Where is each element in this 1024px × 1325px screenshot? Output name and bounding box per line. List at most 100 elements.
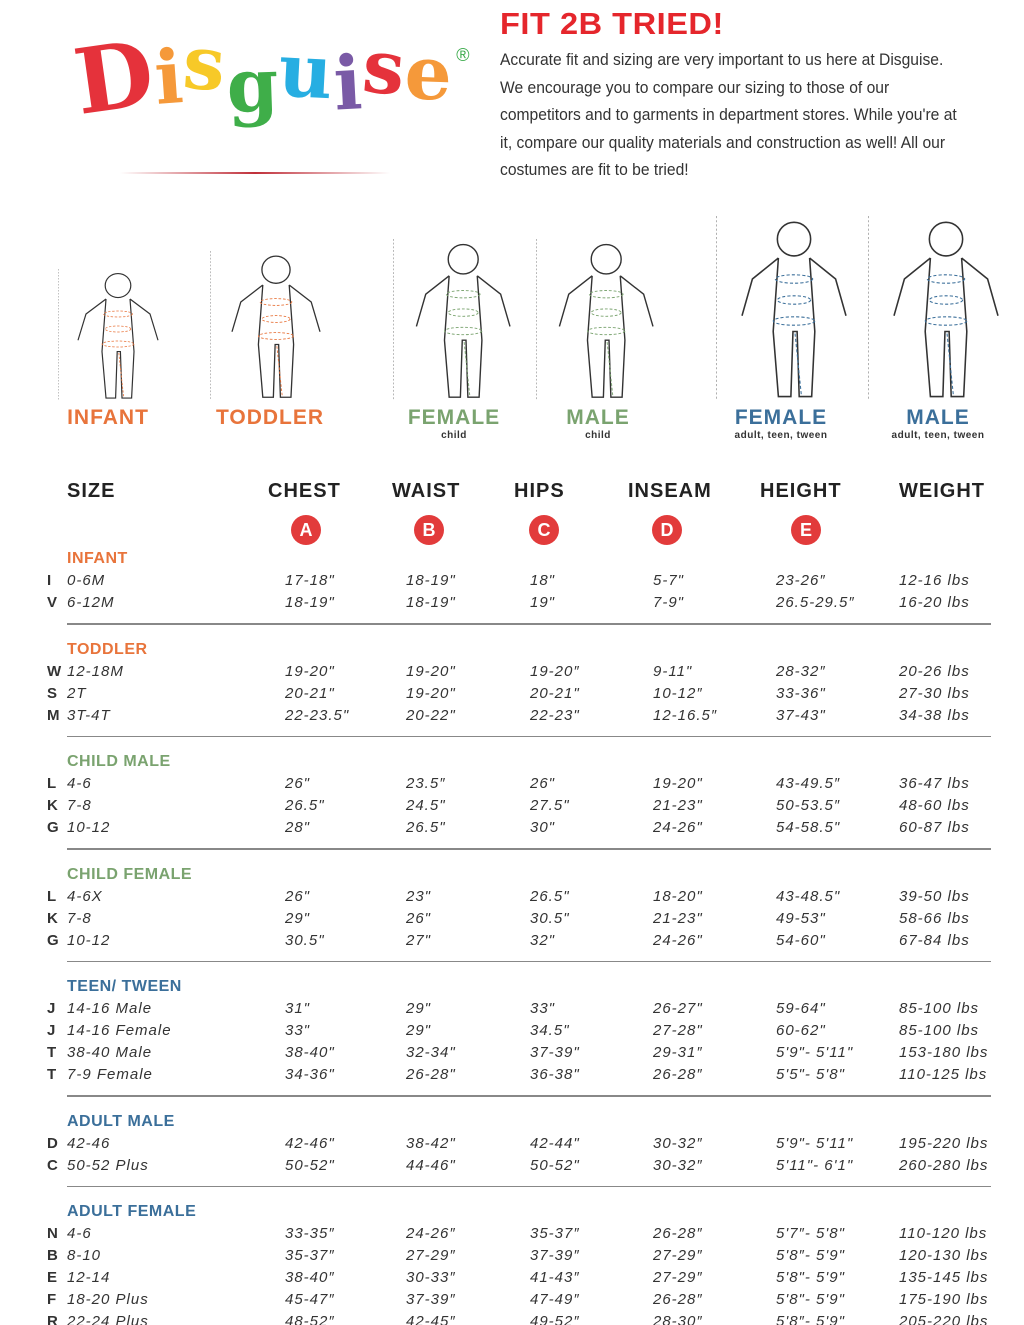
height-value: 50-53.5″ [776, 797, 841, 814]
size-code: D [47, 1134, 59, 1152]
table-row: G 10-12 30.5" 27" 32" 24-26" 54-60" 67-84 lbs [0, 930, 1024, 952]
section-heading: TEEN/ TWEEN [67, 978, 182, 995]
section-divider [67, 623, 991, 625]
chest-value: 42-46" [285, 1134, 335, 1152]
chest-value: 19-20" [285, 662, 335, 680]
inseam-value: 26-28″ [653, 1066, 703, 1083]
chest-value: 48-52″ [285, 1313, 335, 1325]
hips-value: 50-52" [530, 1156, 580, 1174]
inseam-value: 21-23" [653, 797, 703, 814]
figure-label: MALE [566, 406, 630, 429]
height-value: 5'7″- 5'8" [776, 1225, 845, 1242]
weight-value: 27-30 lbs [899, 684, 970, 702]
hips-value: 30" [530, 819, 556, 836]
header-inseam: INSEAM [628, 480, 712, 502]
height-value: 26.5-29.5″ [776, 594, 855, 611]
hips-value: 37-39" [530, 1044, 580, 1061]
chest-value: 26" [285, 887, 311, 905]
table-row: J 14-16 Female 33" 29" 34.5" 27-28" 60-62" 85-1… [0, 1020, 1024, 1042]
hips-value: 19" [530, 594, 556, 611]
header-hips: HIPS [514, 480, 565, 502]
weight-value: 20-26 lbs [899, 662, 970, 680]
table-row: J 14-16 Male 31" 29" 33" 26-27" 59-64" 85-100 l… [0, 998, 1024, 1020]
weight-value: 36-47 lbs [899, 775, 970, 792]
section-child-male: CHILD MALE L 4-6 26" 23.5″ 26" 19-20" 43-49.5″ 3… [0, 751, 1024, 850]
figure-sublabel: adult, teen, tween [891, 430, 985, 441]
waist-value: 30-33″ [406, 1269, 456, 1286]
section-child-female: CHILD FEMALE L 4-6X 26" 23" 26.5" 18-20" 43-48.… [0, 864, 1024, 962]
logo-letter: i [332, 40, 365, 128]
size-name: 7-8 [67, 909, 92, 927]
size-code: J [47, 1000, 57, 1017]
size-name: 3T-4T [67, 706, 111, 724]
table-row: E 12-14 38-40″ 30-33″ 41-43″ 27-29″ 5'8"- 5'9"… [0, 1267, 1024, 1289]
weight-value: 60-87 lbs [899, 819, 970, 836]
table-row: L 4-6X 26" 23" 26.5" 18-20" 43-48.5" 39-50 lbs [0, 886, 1024, 908]
waist-value: 18-19" [406, 572, 456, 589]
waist-value: 38-42" [406, 1134, 456, 1152]
figure-sublabel: child [585, 430, 611, 441]
height-value: 23-26″ [776, 572, 826, 589]
weight-value: 260-280 lbs [899, 1156, 989, 1174]
logo-letter: e [403, 30, 454, 118]
section-heading: TODDLER [67, 640, 148, 658]
height-value: 37-43" [776, 706, 826, 724]
table-row: V 6-12M 18-19" 18-19" 19" 7-9" 26.5-29.5″ 16-20… [0, 592, 1024, 614]
chest-value: 38-40" [285, 1044, 335, 1061]
header-chest: CHEST [268, 480, 341, 502]
hips-value: 26.5" [530, 887, 570, 905]
inseam-value: 9-11" [653, 662, 693, 680]
size-name: 4-6X [67, 887, 103, 905]
inseam-value: 7-9" [653, 594, 685, 611]
figure-label: FEMALE [734, 406, 828, 429]
inseam-value: 30-32″ [653, 1156, 703, 1174]
chest-value: 18-19" [285, 594, 335, 611]
size-code: N [47, 1225, 59, 1242]
waist-value: 20-22" [406, 706, 456, 724]
hips-value: 49-52″ [530, 1313, 580, 1325]
weight-value: 195-220 lbs [899, 1134, 989, 1152]
waist-value: 24.5" [406, 797, 446, 814]
inseam-value: 19-20" [653, 775, 703, 792]
weight-value: 110-125 lbs [899, 1066, 988, 1083]
section-teen-tween: TEEN/ TWEEN J 14-16 Male 31" 29" 33" 26-27" 59-… [0, 976, 1024, 1097]
weight-value: 34-38 lbs [899, 706, 970, 724]
height-value: 5'8"- 5'9" [776, 1291, 845, 1308]
height-value: 28-32″ [776, 662, 826, 680]
size-code: T [47, 1066, 58, 1083]
size-name: 10-12 [67, 931, 111, 949]
table-row: W 12-18M 19-20" 19-20" 19-20″ 9-11" 28-32″ 20-2… [0, 661, 1024, 683]
section-toddler: TODDLER W 12-18M 19-20" 19-20" 19-20″ 9-11" 28-… [0, 639, 1024, 737]
body-outline-icon [393, 239, 511, 400]
inseam-value: 27-29″ [653, 1247, 703, 1264]
size-code: C [47, 1156, 59, 1174]
waist-value: 26.5" [406, 819, 446, 836]
inseam-value: 29-31″ [653, 1044, 703, 1061]
logo-letter: i [151, 34, 186, 122]
height-value: 54-60" [776, 931, 826, 949]
weight-value: 175-190 lbs [899, 1291, 989, 1308]
header-height: HEIGHT [760, 480, 842, 502]
height-value: 5'5"- 5'8" [776, 1066, 845, 1083]
size-code: E [47, 1269, 59, 1286]
section-heading: CHILD FEMALE [67, 865, 193, 883]
inseam-value: 26-28″ [653, 1225, 703, 1242]
size-code: G [47, 931, 60, 949]
height-value: 43-48.5" [776, 887, 841, 905]
figure-label: FEMALE [407, 406, 501, 429]
chest-value: 38-40″ [285, 1269, 335, 1286]
figure-label: MALE [906, 406, 970, 429]
height-value: 49-53" [776, 909, 826, 927]
waist-value: 27" [406, 931, 432, 949]
chest-value: 26" [285, 775, 311, 792]
waist-value: 18-19" [406, 594, 456, 611]
waist-value: 23.5″ [406, 775, 446, 792]
hips-value: 19-20″ [530, 662, 580, 680]
weight-value: 205-220 lbs [899, 1313, 989, 1325]
hips-value: 42-44" [530, 1134, 580, 1152]
body-outline-icon [58, 269, 159, 401]
hips-value: 47-49″ [530, 1291, 580, 1308]
marker-hips: C [529, 515, 559, 545]
hips-value: 33" [530, 1000, 556, 1017]
figure-sublabel: adult, teen, tween [734, 430, 828, 441]
